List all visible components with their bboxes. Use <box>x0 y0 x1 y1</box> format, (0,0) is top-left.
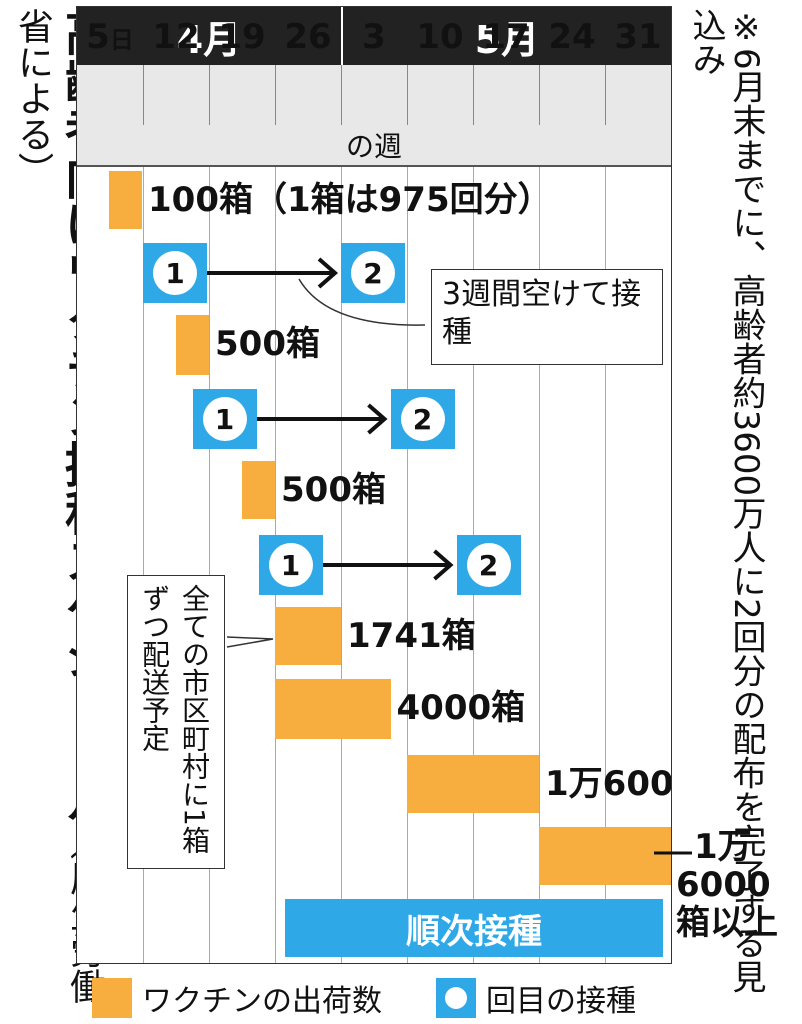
shipment-label: 500箱 <box>215 324 320 364</box>
week-of-label: の週 <box>77 125 671 167</box>
week-8: 24 <box>548 17 596 57</box>
shipment-bar <box>275 607 341 665</box>
week-row <box>77 65 671 125</box>
dose-number: 2 <box>351 251 395 295</box>
dose-number: 2 <box>400 397 445 441</box>
legend-shipment: ワクチンの出荷数 <box>92 978 382 1019</box>
grid-line <box>209 167 210 963</box>
distribution-callout: 全ての市区町村に1箱ずつ配送予定 <box>127 575 225 869</box>
grid-line <box>605 167 606 963</box>
first-dose-marker: 1 <box>143 243 207 303</box>
dose-number: 1 <box>202 397 247 441</box>
shipment-bar <box>539 827 671 885</box>
last-shipment-line-2: 6000 <box>676 865 771 905</box>
shipment-label: 1741箱 <box>347 616 476 656</box>
shipment-bar <box>109 171 142 229</box>
shipment-bar <box>242 461 275 519</box>
shipment-bar <box>275 679 391 739</box>
grid-line <box>539 167 540 963</box>
week-6: 10 <box>416 17 464 57</box>
dose-arrow-head <box>433 549 454 581</box>
shipment-swatch <box>92 978 132 1018</box>
last-shipment-line-3: 箱以上 <box>676 903 778 943</box>
dose-arrow-head <box>367 403 388 435</box>
dose-number: 1 <box>268 543 313 587</box>
last-shipment-line-1: 1万 <box>694 827 752 867</box>
shipment-label: 4000箱 <box>396 688 526 728</box>
first-dose-marker: 1 <box>258 535 323 595</box>
shipment-label: 100箱（1箱は975回分） <box>148 180 552 220</box>
second-dose-marker: 2 <box>341 243 405 303</box>
week-3: 19 <box>218 17 266 57</box>
dose-arrows <box>207 257 454 581</box>
week-divider <box>605 65 606 125</box>
month-divider <box>341 7 343 65</box>
week-divider <box>275 65 276 125</box>
week-divider <box>407 65 408 125</box>
legend-shipment-label: ワクチンの出荷数 <box>142 984 382 1019</box>
shipment-bar <box>176 315 209 375</box>
month-may: 5月 <box>341 7 671 65</box>
week-divider <box>341 65 342 125</box>
month-april: 4月 <box>77 7 341 65</box>
shipment-bar <box>407 755 539 813</box>
ongoing-vaccination-bar: 順次接種 <box>285 899 663 957</box>
week-divider <box>143 65 144 125</box>
week-2: 12 <box>152 17 200 57</box>
week-7: 17 <box>482 17 530 57</box>
week-5: 3 <box>362 17 386 57</box>
first-dose-marker: 1 <box>192 389 257 449</box>
last-shipment-label: 1万 6000 箱以上 <box>676 828 778 942</box>
week-divider <box>539 65 540 125</box>
week-9: 31 <box>614 17 662 57</box>
legend-dose-label: 回目の接種 <box>486 984 636 1019</box>
dose-number: 1 <box>153 251 197 295</box>
week-4: 26 <box>284 17 332 57</box>
dose-number: 2 <box>466 543 511 587</box>
grid-line <box>143 167 144 963</box>
footnote: ※6月末までに、高齢者約3600万人に2回分の配布を完了する見込み <box>686 8 766 994</box>
second-dose-marker: 2 <box>456 535 521 595</box>
schedule-chart: 4月 5月 5 日 12 19 26 3 10 17 24 31 の週 100箱（1箱は975回分… <box>76 6 672 964</box>
week-divider <box>473 65 474 125</box>
dose-swatch <box>436 978 476 1018</box>
legend-dose: 回目の接種 <box>436 978 636 1019</box>
last-shipment-connector <box>654 851 692 855</box>
interval-callout: 3週間空けて接種 <box>431 269 663 365</box>
legend: ワクチンの出荷数 回目の接種 <box>92 978 712 1019</box>
second-dose-marker: 2 <box>390 389 455 449</box>
week-suffix: 日 <box>109 25 134 54</box>
week-divider <box>209 65 210 125</box>
shipment-label: 500箱 <box>281 470 386 510</box>
